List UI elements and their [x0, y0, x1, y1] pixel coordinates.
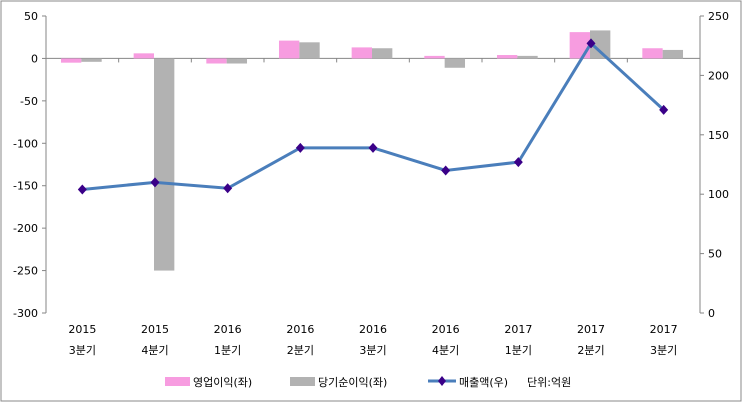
category-quarter-label: 4분기 — [141, 344, 168, 357]
category-year-label: 2015 — [68, 323, 96, 336]
bar-net-profit — [154, 58, 175, 271]
revenue-marker — [586, 38, 596, 49]
bar-operating-profit — [206, 58, 227, 64]
category-quarter-label: 4분기 — [432, 344, 459, 357]
right-tick-label: 200 — [708, 69, 729, 82]
legend: 영업이익(좌) 당기순이익(좌) 매출액(우) 단위:억원 — [165, 376, 571, 389]
bar-operating-profit — [278, 40, 300, 59]
category-year-label: 2017 — [504, 323, 532, 336]
revenue-marker — [441, 165, 451, 176]
left-tick-label: -200 — [13, 222, 38, 235]
bar-net-profit — [81, 58, 102, 62]
revenue-marker — [150, 177, 160, 188]
category-year-label: 2015 — [141, 323, 169, 336]
bar-operating-profit — [60, 58, 82, 63]
category-quarter-label: 3분기 — [69, 344, 96, 357]
left-tick-label: 0 — [31, 52, 38, 65]
right-tick-label: 250 — [708, 10, 729, 23]
category-quarter-label: 2분기 — [287, 344, 314, 357]
left-tick-label: -300 — [13, 307, 38, 320]
legend-swatch-operating-profit — [165, 377, 190, 386]
bar-net-profit — [662, 49, 684, 59]
bar-net-profit — [299, 42, 320, 59]
revenue-marker — [77, 184, 87, 195]
category-quarter-label: 3분기 — [650, 344, 677, 357]
category-year-label: 2016 — [359, 323, 387, 336]
right-tick-label: 150 — [708, 129, 729, 142]
category-quarter-label: 1분기 — [214, 344, 241, 357]
revenue-marker — [659, 104, 669, 115]
revenue-marker — [513, 157, 523, 168]
category-year-label: 2016 — [432, 323, 460, 336]
category-year-label: 2016 — [214, 323, 242, 336]
legend-swatch-net-profit — [290, 377, 315, 386]
revenue-marker — [295, 142, 305, 153]
right-tick-label: 50 — [708, 248, 722, 261]
bar-operating-profit — [642, 48, 663, 59]
bar-operating-profit — [424, 55, 445, 59]
legend-label: 영업이익(좌) — [193, 376, 252, 389]
category-quarter-label: 2분기 — [577, 344, 604, 357]
bar-net-profit — [590, 30, 611, 59]
left-tick-label: -100 — [13, 137, 38, 150]
category-year-label: 2017 — [650, 323, 678, 336]
category-year-label: 2016 — [286, 323, 314, 336]
unit-note: 단위:억원 — [527, 376, 571, 389]
bar-operating-profit — [133, 53, 154, 59]
left-tick-label: -50 — [20, 95, 38, 108]
right-tick-label: 0 — [708, 307, 715, 320]
bar-net-profit — [444, 58, 466, 68]
legend-label: 당기순이익(좌) — [318, 376, 387, 389]
bar-net-profit — [517, 55, 538, 59]
bar-operating-profit — [569, 32, 590, 59]
left-tick-label: -250 — [13, 265, 38, 278]
bar-net-profit — [226, 58, 248, 64]
revenue-marker — [368, 142, 378, 153]
left-tick-label: -150 — [13, 180, 38, 193]
bar-net-profit — [372, 48, 393, 59]
bar-operating-profit — [496, 55, 518, 59]
bar-operating-profit — [351, 47, 372, 59]
legend-label: 매출액(우) — [459, 376, 508, 389]
left-tick-label: 50 — [24, 10, 38, 23]
category-quarter-label: 3분기 — [359, 344, 386, 357]
category-year-label: 2017 — [577, 323, 605, 336]
legend-marker-icon — [438, 376, 446, 386]
revenue-marker — [223, 183, 233, 194]
right-tick-label: 100 — [708, 188, 729, 201]
category-quarter-label: 1분기 — [505, 344, 532, 357]
